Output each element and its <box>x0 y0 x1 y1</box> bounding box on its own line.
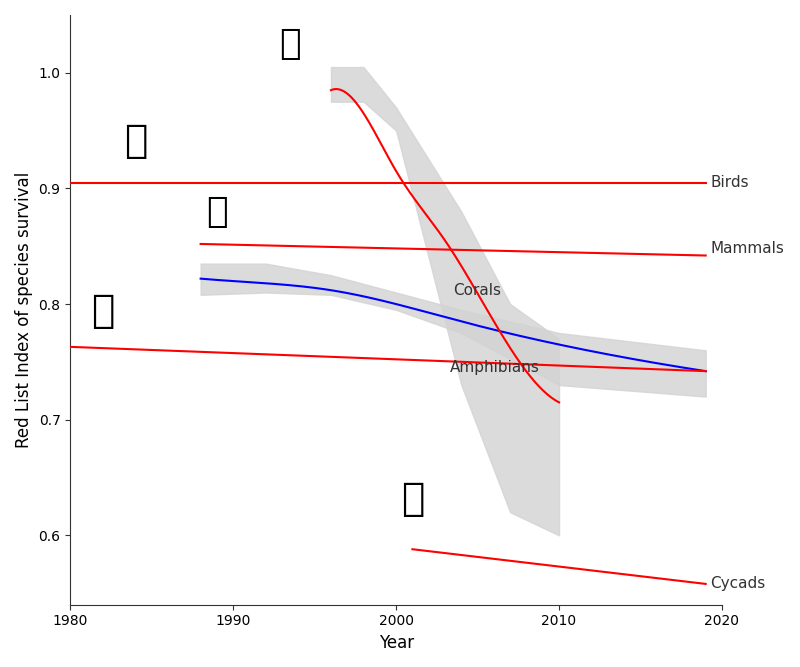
Text: 🦛: 🦛 <box>206 195 228 229</box>
X-axis label: Year: Year <box>378 634 414 652</box>
Text: Cycads: Cycads <box>710 576 766 592</box>
Text: 🐸: 🐸 <box>91 291 114 329</box>
Text: Mammals: Mammals <box>710 241 785 256</box>
Y-axis label: Red List Index of species survival: Red List Index of species survival <box>15 171 33 448</box>
Text: 🪸: 🪸 <box>279 27 301 61</box>
Text: Corals: Corals <box>453 283 501 297</box>
Text: 🐦: 🐦 <box>124 121 147 159</box>
Text: 🌴: 🌴 <box>401 480 424 518</box>
Text: Amphibians: Amphibians <box>450 360 540 375</box>
Text: Birds: Birds <box>710 175 749 190</box>
